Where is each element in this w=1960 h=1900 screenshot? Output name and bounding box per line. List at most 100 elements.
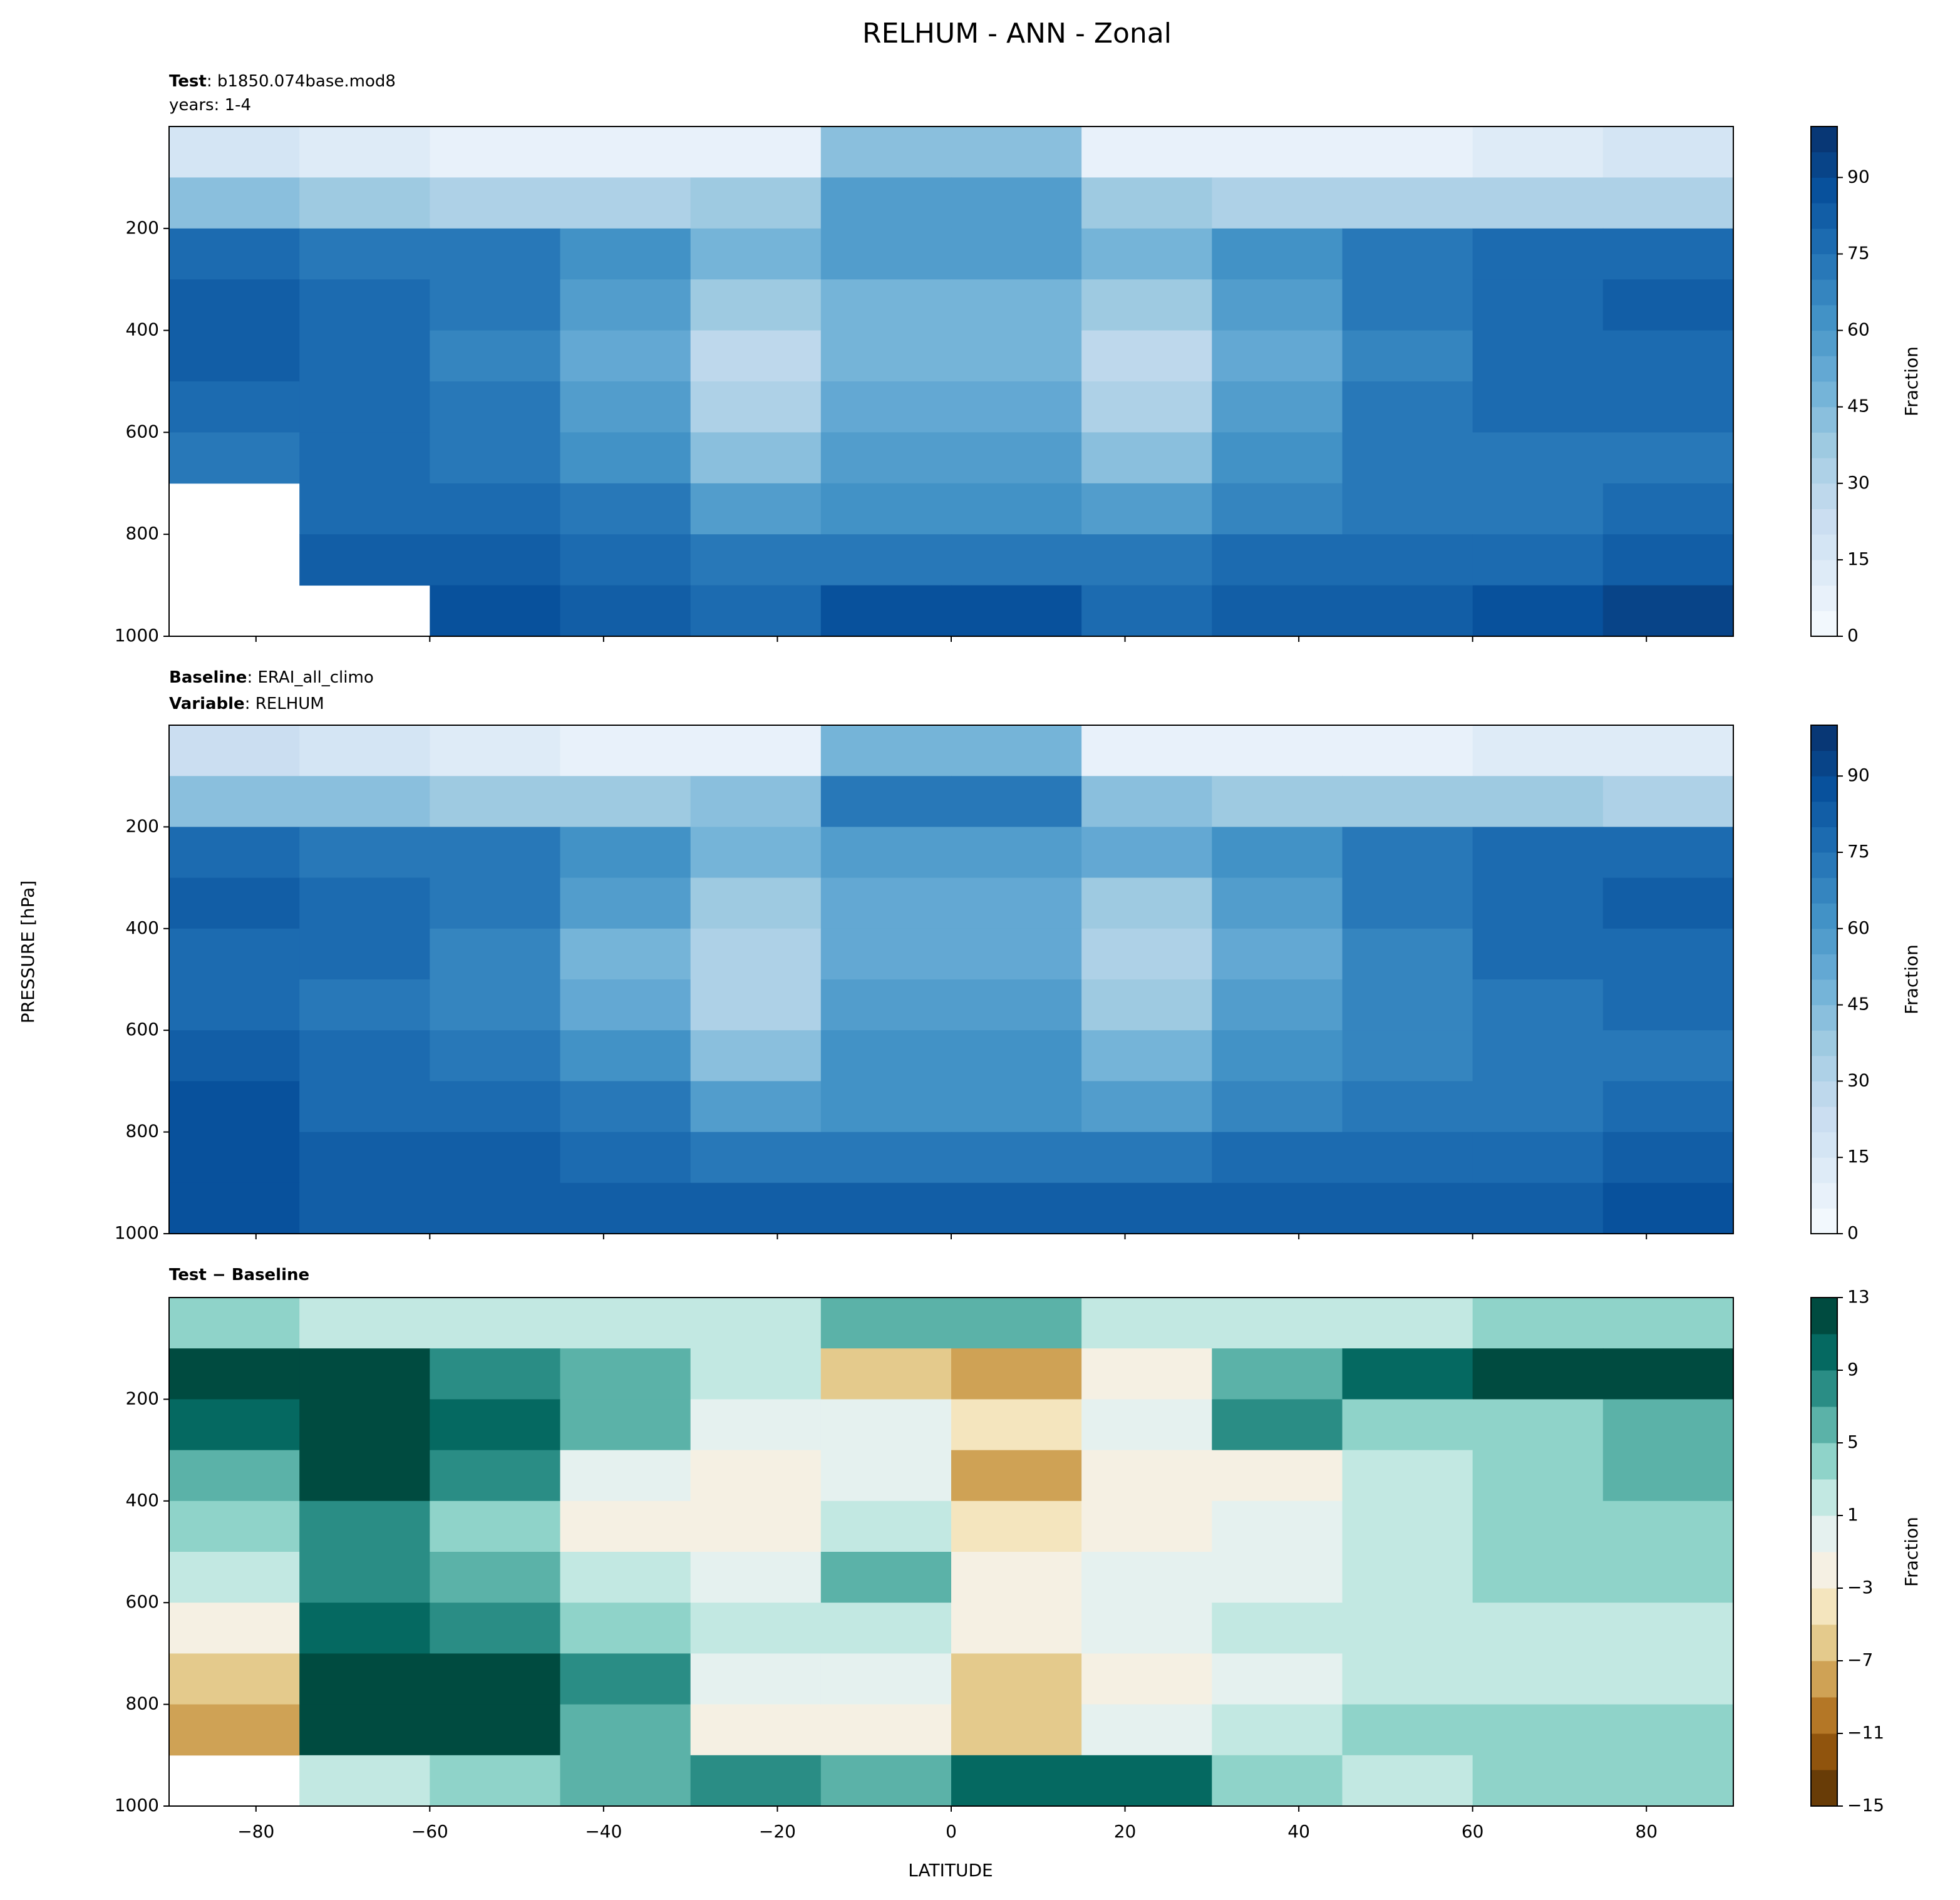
contour-cell [560,1132,691,1184]
contour-cell [560,776,691,827]
contour-cell [560,725,691,777]
contour-cell [430,1030,560,1082]
colorbar-band [1811,483,1837,509]
contour-cell [430,1500,560,1552]
contour-cell [1602,381,1734,433]
contour-cell [951,1653,1082,1705]
contour-cell [560,1399,691,1451]
contour-cell [299,776,430,827]
contour-cell [169,776,300,827]
contour-cell [820,585,952,637]
x-tick-label: 60 [1462,1821,1484,1842]
colorbar-band [1811,254,1837,280]
y-tick-label: 800 [126,1121,159,1142]
x-tick-label: −80 [237,1821,274,1842]
contour-cell [1081,1450,1212,1502]
contour-cell [1602,585,1734,637]
contour-cell [1602,776,1734,827]
contour-cell [169,1552,300,1603]
contour-cell [560,279,691,331]
x-tick-label: −40 [585,1821,622,1842]
contour-cell [560,1653,691,1705]
contour-cell [1472,279,1604,331]
contour-cell [430,1132,560,1184]
contour-cell [560,1704,691,1756]
colorbar-band [1811,406,1837,433]
contour-cell [820,177,952,229]
contour-cell [1602,1298,1734,1349]
contour-cell [430,1704,560,1756]
contour-cell [1081,1552,1212,1603]
contour-cell [560,1081,691,1133]
contour-cell [430,1298,560,1349]
contour-cell [690,928,822,980]
contour-cell [951,534,1082,586]
contour-cell [1342,1552,1473,1603]
contour-cell [1212,279,1343,331]
colorbar-frame [1810,126,1838,637]
colorbar-label: Fraction [1901,346,1922,416]
contour-cell [1212,1755,1343,1807]
contour-cell [1081,483,1212,535]
contour-cell [299,928,430,980]
colorbar-tick-label: 30 [1847,1070,1870,1090]
contour-cell [299,126,430,178]
contour-cell [820,1500,952,1552]
contour-cell [1081,1132,1212,1184]
contour-cell [690,1132,822,1184]
contour-cell [169,1348,300,1400]
contour-cell [1472,1653,1604,1705]
contour-cell [1081,877,1212,929]
contour-cell [1081,1603,1212,1654]
colorbar-band [1811,203,1837,229]
colorbar-band [1811,1770,1837,1807]
colorbar-tick-label: 1 [1847,1504,1859,1525]
contour-cell [560,1348,691,1400]
panel-header: years: 1-4 [169,96,251,115]
colorbar-tick-label: 75 [1847,243,1870,264]
contour-cell [430,1603,560,1654]
colorbar-band [1811,877,1837,904]
contour-cell [1212,928,1343,980]
colorbar-tick-label: 9 [1847,1359,1859,1380]
contour-cell [951,1030,1082,1082]
colorbar-label: Fraction [1901,1517,1922,1587]
colorbar-tick-label: 15 [1847,1146,1870,1167]
y-tick-label: 600 [126,1019,159,1040]
contour-cell [1602,1399,1734,1451]
contour-cell [1081,228,1212,280]
contour-cell [1472,1348,1604,1400]
panel-header-label: Test − Baseline [169,1266,309,1284]
contour-cell [299,1399,430,1451]
contour-cell [1342,483,1473,535]
contour-cell [1342,776,1473,827]
contour-cell [820,483,952,535]
y-tick-label: 800 [126,1693,159,1714]
colorbar-tick-label: −3 [1847,1577,1873,1598]
colorbar-band [1811,458,1837,484]
contour-cell [1212,534,1343,586]
contour-cell [1212,1704,1343,1756]
contour-cell [560,1552,691,1603]
panel-header-text: : RELHUM [245,694,324,713]
colorbar-band [1811,1298,1837,1335]
contour-cell [951,877,1082,929]
contour-cell [560,381,691,433]
figure-title: RELHUM - ANN - Zonal [862,18,1172,49]
colorbar-band [1811,228,1837,254]
x-tick-label: 20 [1114,1821,1137,1842]
contour-cell [1212,483,1343,535]
y-tick-label: 600 [126,421,159,441]
contour-cell [690,1704,822,1756]
contour-cell [1081,1298,1212,1349]
contour-cell [820,1603,952,1654]
contour-cell [690,1298,822,1349]
contour-cell [1081,1399,1212,1451]
x-axis-label: LATITUDE [908,1860,993,1881]
contour-cell [1081,177,1212,229]
contour-cell [299,979,430,1031]
contour-cell [560,827,691,879]
contour-cell [299,1348,430,1400]
contour-cell [690,177,822,229]
contour-cell [951,725,1082,777]
